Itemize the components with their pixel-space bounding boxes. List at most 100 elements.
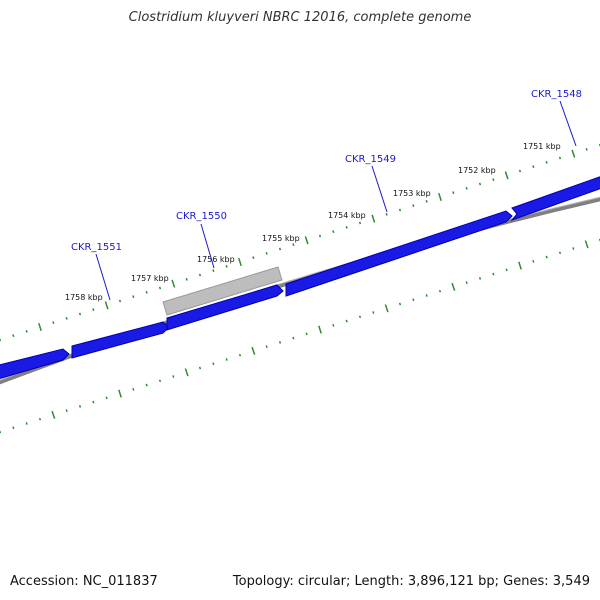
scale-label: 1756 kbp [197,255,235,264]
gene-label-leader [559,100,577,147]
major-tick [238,257,242,267]
minor-tick [92,400,95,404]
minor-tick [145,383,148,387]
gene-arrow-ckr-1550[interactable] [166,284,284,331]
minor-tick [372,311,375,314]
minor-tick [92,308,95,312]
minor-tick [132,387,135,391]
major-tick [51,410,56,419]
scale-label: 1752 kbp [458,166,496,175]
minor-tick [292,336,295,340]
major-tick [518,261,522,270]
minor-tick [545,160,548,164]
minor-tick [225,358,228,361]
minor-tick [558,156,562,160]
minor-tick [65,409,68,413]
minor-tick [412,298,415,302]
minor-tick [452,191,455,195]
gene-label-leader [200,223,215,269]
minor-tick [158,286,162,290]
gene-label-ckr-1550[interactable]: CKR_1550 [176,211,227,222]
gene-arrow-ckr-1548[interactable] [510,175,600,222]
major-tick [584,240,589,249]
outer-scale-ticks [0,143,600,342]
minor-tick [265,251,268,255]
minor-tick [492,272,495,276]
major-tick [184,368,189,377]
minor-tick [532,259,535,263]
minor-tick [198,366,202,370]
minor-tick [238,353,242,357]
minor-tick [65,316,68,320]
minor-tick [225,264,228,268]
minor-tick [572,247,575,250]
gene-arrow[interactable] [0,348,70,380]
minor-tick [78,312,82,316]
minor-tick [132,295,135,299]
minor-tick [105,396,108,400]
scale-label: 1751 kbp [523,142,561,151]
minor-tick [558,251,562,255]
major-tick [504,171,509,180]
minor-tick [252,256,255,260]
minor-tick [358,221,362,225]
minor-tick [305,332,308,336]
minor-tick [438,289,442,293]
gene-arrow-ckr-1549[interactable] [285,210,513,297]
major-tick [118,389,122,398]
minor-tick [38,417,42,421]
scale-label: 1753 kbp [393,189,431,198]
minor-tick [465,186,468,190]
minor-tick [12,334,15,338]
minor-tick [212,362,215,366]
minor-tick [478,277,482,280]
minor-tick [198,273,202,277]
minor-tick [318,234,322,238]
gene-label-leader [95,253,111,301]
minor-tick [412,204,415,208]
minor-tick [398,208,402,212]
major-tick [451,282,456,291]
minor-tick [425,199,428,203]
scale-label: 1754 kbp [328,211,366,220]
minor-tick [78,405,82,408]
scale-label: 1758 kbp [65,293,103,302]
gene-label-ckr-1548[interactable]: CKR_1548 [531,89,582,100]
minor-tick [145,290,148,294]
major-tick [384,304,389,313]
gene-arrow-ckr-1551[interactable] [71,321,170,359]
major-tick [438,192,442,202]
minor-tick [292,243,295,247]
minor-tick [505,268,508,272]
minor-tick [278,341,282,344]
minor-tick [265,345,268,349]
minor-tick [585,147,588,151]
major-tick [571,149,576,158]
minor-tick [278,247,282,251]
major-tick [171,279,176,288]
minor-tick [425,294,428,297]
scale-label: 1757 kbp [131,274,169,283]
gene-label-ckr-1549[interactable]: CKR_1549 [345,154,396,165]
minor-tick [332,230,335,234]
inner-scale-ticks [0,238,600,434]
minor-tick [212,269,215,273]
gene-label-leader [371,165,388,213]
gene-arrow-ckr-1550-selected[interactable] [162,266,283,316]
topology-text: Topology: circular; Length: 3,896,121 bp… [232,574,590,589]
minor-tick [118,299,122,303]
gene-label-ckr-1551[interactable]: CKR_1551 [71,242,122,253]
minor-tick [385,212,388,216]
minor-tick [358,315,362,319]
minor-tick [158,379,162,383]
minor-tick [12,426,15,430]
major-tick [104,301,109,310]
minor-tick [545,255,548,259]
minor-tick [518,169,522,173]
gene-features [0,175,600,380]
major-tick [371,214,376,223]
major-tick [251,346,256,355]
accession-text: Accession: NC_011837 [10,574,158,589]
minor-tick [52,321,55,325]
